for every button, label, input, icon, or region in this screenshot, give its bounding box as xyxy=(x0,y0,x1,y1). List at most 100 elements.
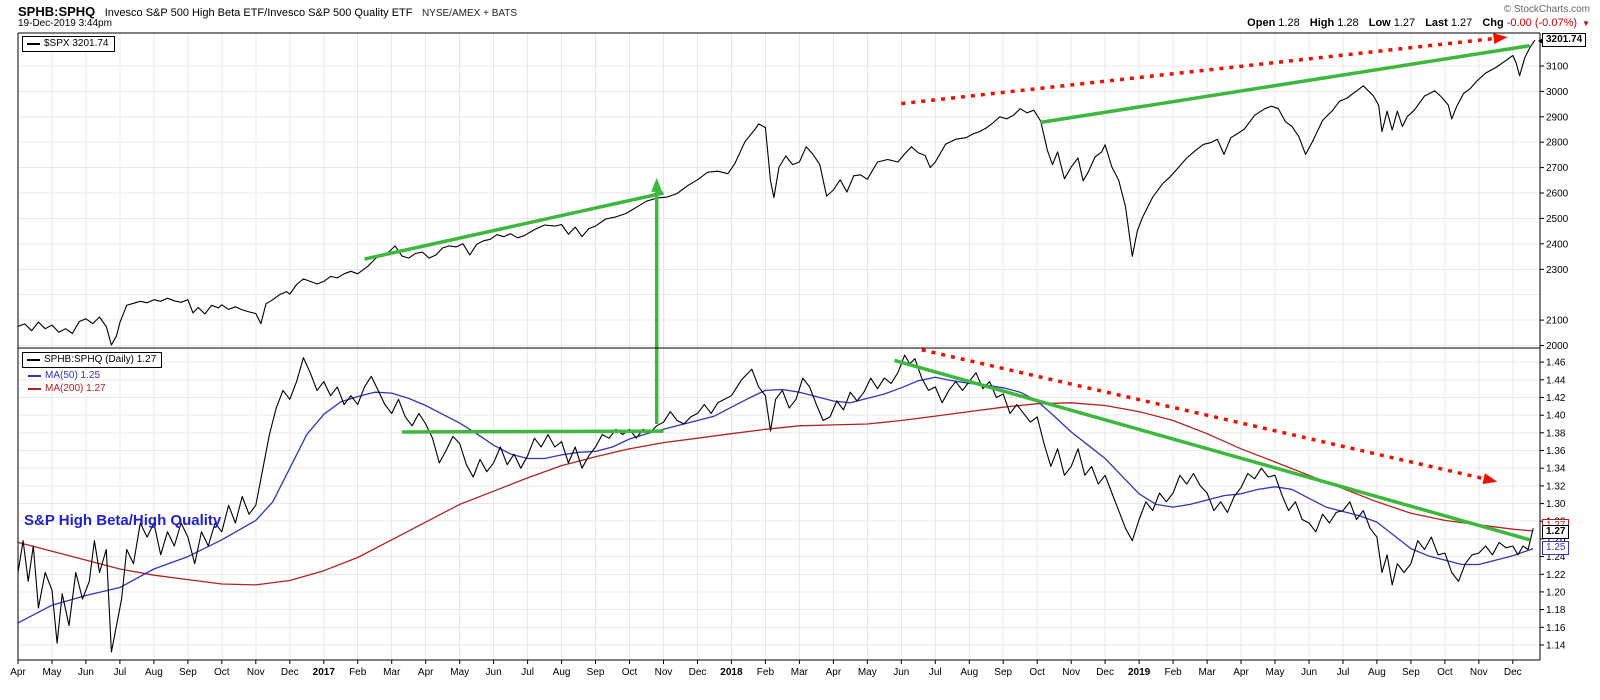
trendline-red-dotted-lower-arrowhead xyxy=(1482,473,1498,484)
ma50-price-box: 1.25 xyxy=(1542,541,1570,555)
svg-text:Feb: Feb xyxy=(757,667,775,678)
svg-text:Sep: Sep xyxy=(587,667,605,678)
ratio-annotation-text: S&P High Beta/High Quality xyxy=(24,512,222,529)
trendline-green-down xyxy=(894,358,1531,542)
open-value: 1.28 xyxy=(1278,17,1300,29)
ma200-legend-row: MA(200) 1.27 xyxy=(22,383,162,394)
trendline-red-dotted-upper-arrowhead xyxy=(1493,33,1508,44)
svg-text:Nov: Nov xyxy=(1062,667,1080,678)
svg-text:Dec: Dec xyxy=(1096,667,1114,678)
svg-text:Feb: Feb xyxy=(349,667,367,678)
svg-text:2019: 2019 xyxy=(1128,667,1151,678)
ma50-legend-label: MA(50) 1.25 xyxy=(45,370,101,381)
ma50-price: 1.25 xyxy=(1546,542,1566,553)
svg-text:3100: 3100 xyxy=(1546,62,1569,73)
symbol: SPHB:SPHQ xyxy=(18,4,96,19)
spx-last-price: 3201.74 xyxy=(1546,34,1583,45)
svg-text:1.26: 1.26 xyxy=(1546,534,1566,545)
svg-text:1.46: 1.46 xyxy=(1546,358,1566,369)
svg-text:3000: 3000 xyxy=(1546,87,1569,98)
svg-text:1.32: 1.32 xyxy=(1546,481,1566,492)
svg-text:1.42: 1.42 xyxy=(1546,393,1566,404)
svg-text:2800: 2800 xyxy=(1546,138,1569,149)
svg-text:Sep: Sep xyxy=(179,667,197,678)
svg-text:Mar: Mar xyxy=(791,667,809,678)
svg-text:1.36: 1.36 xyxy=(1546,446,1566,457)
green-vertical-arrow-arrowhead xyxy=(651,177,663,192)
high-label: High xyxy=(1309,17,1335,29)
spx-line-swatch xyxy=(27,42,40,45)
lower-panel-legend: SPHB:SPHQ (Daily) 1.27 MA(50) 1.25 MA(20… xyxy=(22,352,163,396)
svg-text:May: May xyxy=(43,667,62,678)
symbol-description: Invesco S&P 500 High Beta ETF/Invesco S&… xyxy=(104,7,413,19)
svg-text:Oct: Oct xyxy=(1029,667,1045,678)
svg-text:Apr: Apr xyxy=(826,667,842,678)
svg-text:1.34: 1.34 xyxy=(1546,464,1566,475)
chg-label: Chg xyxy=(1482,17,1504,29)
svg-text:Mar: Mar xyxy=(1198,667,1216,678)
ratio-legend-row: SPHB:SPHQ (Daily) 1.27 xyxy=(22,352,163,368)
svg-text:Aug: Aug xyxy=(960,667,978,678)
gridlines xyxy=(17,33,1540,660)
svg-text:Jun: Jun xyxy=(78,667,94,678)
svg-text:Feb: Feb xyxy=(1164,667,1182,678)
svg-text:Oct: Oct xyxy=(1437,667,1453,678)
low-label: Low xyxy=(1368,17,1391,29)
svg-text:Aug: Aug xyxy=(1368,667,1386,678)
svg-text:1.24: 1.24 xyxy=(1546,552,1566,563)
svg-text:Oct: Oct xyxy=(214,667,230,678)
upper-panel-legend: $SPX 3201.74 xyxy=(22,36,115,52)
open-label: Open xyxy=(1247,17,1276,29)
svg-text:2100: 2100 xyxy=(1546,316,1569,327)
svg-text:Dec: Dec xyxy=(689,667,707,678)
trendline-green-2019 xyxy=(1040,43,1531,125)
change-down-arrow-icon: ▼ xyxy=(1582,19,1590,28)
spx-line xyxy=(17,39,1536,346)
svg-text:Nov: Nov xyxy=(1470,667,1488,678)
svg-text:Sep: Sep xyxy=(1402,667,1420,678)
spx-last-price-box: 3201.74 xyxy=(1538,33,1587,47)
chg-value: -0.00 (-0.07%) xyxy=(1506,17,1578,29)
svg-text:Sep: Sep xyxy=(994,667,1012,678)
exchange: NYSE/AMEX + BATS xyxy=(421,8,518,19)
resistance-green-2017 xyxy=(401,429,664,434)
svg-text:Dec: Dec xyxy=(281,667,299,678)
last-value: 1.27 xyxy=(1450,17,1473,29)
chart-header: SPHB:SPHQ Invesco S&P 500 High Beta ETF/… xyxy=(18,3,517,21)
stockcharts-credit: © StockCharts.com xyxy=(1503,4,1590,15)
svg-text:Jun: Jun xyxy=(1301,667,1317,678)
svg-text:2900: 2900 xyxy=(1546,112,1569,123)
svg-text:Aug: Aug xyxy=(553,667,571,678)
ratio-last-price: 1.27 xyxy=(1546,526,1566,537)
panel-borders xyxy=(17,32,1541,661)
ratio-last-price-box: 1.27 xyxy=(1542,525,1570,539)
svg-text:Oct: Oct xyxy=(622,667,638,678)
trendline-red-dotted-upper xyxy=(901,35,1503,106)
svg-text:Apr: Apr xyxy=(1233,667,1249,678)
ma200-legend-label: MA(200) 1.27 xyxy=(45,383,106,394)
trendline-green-2017 xyxy=(364,191,664,261)
svg-text:1.38: 1.38 xyxy=(1546,428,1566,439)
svg-text:Dec: Dec xyxy=(1504,667,1522,678)
svg-text:1.44: 1.44 xyxy=(1546,375,1566,386)
svg-text:Jul: Jul xyxy=(929,667,942,678)
ma50-legend-row: MA(50) 1.25 xyxy=(22,370,162,381)
last-label: Last xyxy=(1425,17,1448,29)
ma200-line-swatch xyxy=(28,387,41,390)
low-value: 1.27 xyxy=(1393,17,1416,29)
ma200-line xyxy=(17,402,1534,586)
sphb-sphq-ratio-line xyxy=(17,354,1534,653)
high-value: 1.28 xyxy=(1337,17,1359,29)
svg-text:Nov: Nov xyxy=(247,667,265,678)
ma50-line-swatch xyxy=(28,374,41,377)
svg-text:2000: 2000 xyxy=(1546,341,1569,352)
svg-text:Aug: Aug xyxy=(145,667,163,678)
ratio-legend-label: SPHB:SPHQ (Daily) 1.27 xyxy=(44,354,157,365)
svg-text:1.20: 1.20 xyxy=(1546,587,1566,598)
svg-text:Jun: Jun xyxy=(893,667,909,678)
svg-text:Mar: Mar xyxy=(383,667,401,678)
svg-text:May: May xyxy=(858,667,877,678)
trendline-red-dotted-lower xyxy=(921,348,1493,483)
svg-text:2017: 2017 xyxy=(313,667,336,678)
svg-text:Apr: Apr xyxy=(10,667,26,678)
